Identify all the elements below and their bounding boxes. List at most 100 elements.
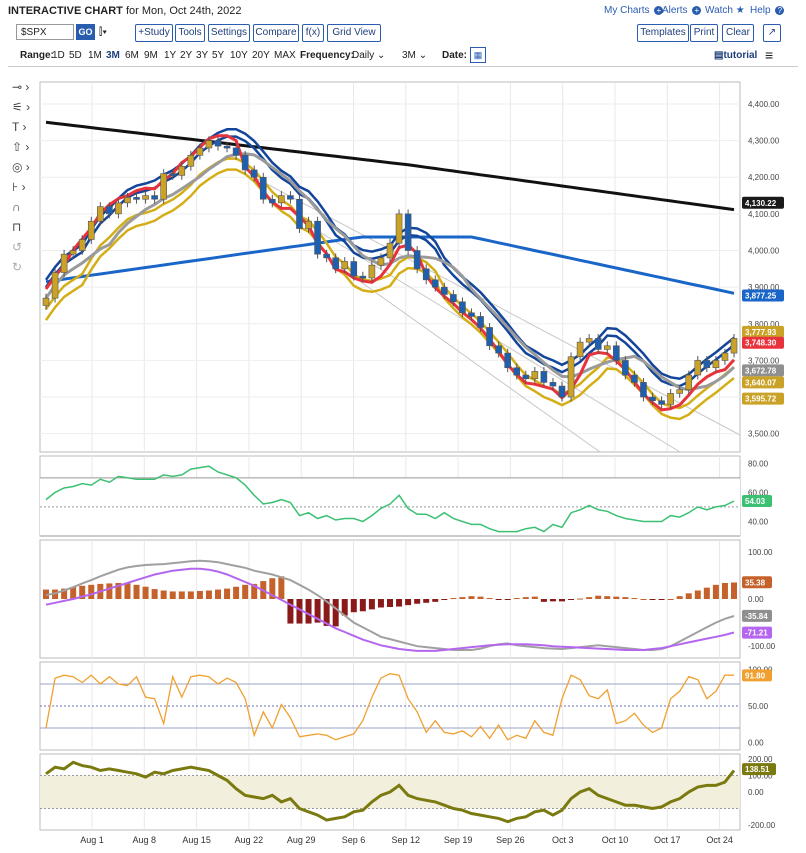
my-charts-link[interactable]: My Charts + — [604, 5, 664, 16]
shape-tool-icon[interactable]: ◎ › — [12, 160, 30, 174]
undo-icon[interactable]: ↺ — [12, 240, 23, 254]
range-bar: Range: 1D 5D 1M 3M 6M 9M 1Y 2Y 3Y 5Y 10Y… — [0, 44, 806, 66]
watch-link[interactable]: Watch ★ — [705, 5, 745, 16]
magnet-icon[interactable]: ∩ — [12, 200, 21, 214]
macd-value-badge — [742, 626, 772, 639]
range-9m[interactable]: 9M — [144, 50, 158, 61]
macd-panel-frame — [39, 539, 741, 659]
macd-histogram-bar — [721, 582, 728, 599]
print-button[interactable]: Print — [690, 24, 718, 42]
chevron-down-icon: ⌄ — [418, 50, 428, 61]
alerts-link[interactable]: Alerts + — [662, 5, 702, 16]
y-tick-label: -100.00 — [748, 642, 776, 651]
crosshair-tool-icon[interactable]: ⊸ › — [12, 80, 30, 94]
y-tick-label: 40.00 — [748, 517, 769, 526]
williams-value-label: 91.80 — [745, 671, 766, 680]
candle-body — [631, 374, 638, 383]
redo-icon[interactable]: ↻ — [12, 260, 23, 274]
cci-value-label: 138.51 — [745, 765, 770, 774]
macd-histogram-bar — [377, 599, 384, 608]
candle-body — [549, 382, 557, 387]
y-tick-label: 3,500.00 — [748, 430, 780, 439]
macd-histogram-bar — [568, 599, 575, 600]
candle-body — [676, 389, 683, 394]
y-tick-label: 4,200.00 — [748, 173, 780, 182]
y-tick-label: 0.00 — [748, 739, 764, 748]
fib-tool-icon[interactable]: ⊦ › — [12, 180, 26, 194]
range-6m[interactable]: 6M — [125, 50, 139, 61]
symbol-input[interactable]: $SPX — [16, 24, 74, 40]
macd-histogram-bar — [649, 599, 656, 600]
range-5y[interactable]: 5Y — [212, 50, 225, 61]
go-button[interactable]: GO — [76, 24, 95, 40]
range-10y[interactable]: 10Y — [230, 50, 248, 61]
frequency-select[interactable]: Daily ⌄ — [352, 50, 385, 61]
macd-histogram-bar — [495, 599, 502, 600]
range-1m[interactable]: 1M — [88, 50, 102, 61]
lock-icon[interactable]: ⊓ — [12, 220, 22, 234]
menu-icon[interactable]: ≡ — [765, 47, 774, 63]
my-charts-label: My Charts — [604, 5, 650, 16]
settings-button[interactable]: Settings — [208, 24, 250, 42]
calendar-icon[interactable]: ▦ — [470, 47, 486, 63]
candle-body — [78, 239, 86, 251]
tutorial-icon: ▤ — [714, 50, 724, 61]
macd-histogram-bar — [423, 599, 430, 603]
x-tick-label: Sep 12 — [392, 835, 421, 845]
candle-body — [341, 261, 349, 270]
range-2y[interactable]: 2Y — [180, 50, 193, 61]
interval-select[interactable]: 3M ⌄ — [402, 50, 427, 61]
candle-body — [567, 356, 575, 398]
function-button[interactable]: f(x) — [302, 24, 324, 42]
study-button[interactable]: +Study — [135, 24, 173, 42]
range-1y[interactable]: 1Y — [164, 50, 177, 61]
text-tool-icon[interactable]: T › — [12, 120, 27, 134]
candle-body — [531, 371, 539, 380]
page-title: INTERACTIVE CHART for Mon, Oct 24th, 202… — [8, 5, 242, 17]
title-date: for Mon, Oct 24th, 2022 — [125, 5, 242, 17]
macd-histogram-bar — [658, 599, 665, 600]
candle-body — [522, 374, 530, 380]
line-tool-icon[interactable]: ⚟ › — [12, 100, 31, 114]
grid-view-button[interactable]: Grid View — [327, 24, 381, 42]
compare-button[interactable]: Compare — [253, 24, 299, 42]
star-icon: ★ — [735, 5, 745, 16]
range-5d[interactable]: 5D — [69, 50, 82, 61]
macd-histogram-bar — [712, 584, 719, 599]
price-value-badge — [742, 289, 784, 302]
macd-histogram-bar — [731, 582, 737, 599]
range-20y[interactable]: 20Y — [252, 50, 270, 61]
candle-body — [241, 154, 249, 171]
price-value-label: 3,748.30 — [745, 339, 777, 348]
arrow-tool-icon[interactable]: ⇧ › — [12, 140, 30, 154]
range-3y[interactable]: 3Y — [196, 50, 209, 61]
macd-histogram-bar — [486, 598, 493, 600]
candle-body — [51, 272, 59, 299]
date-label: Date: — [442, 50, 468, 61]
clear-button[interactable]: Clear — [722, 24, 754, 42]
candle-body — [69, 250, 77, 255]
range-3m[interactable]: 3M — [106, 50, 120, 61]
candle-body — [594, 338, 602, 350]
range-1d[interactable]: 1D — [52, 50, 65, 61]
macd-histogram-bar — [450, 598, 457, 600]
candle-body — [486, 327, 493, 347]
chart-type-icon[interactable]: ⫿▾ — [99, 27, 108, 38]
help-link[interactable]: Help ? — [750, 5, 785, 16]
macd-histogram-bar — [604, 596, 611, 599]
candle-body — [269, 198, 276, 204]
candle-body — [558, 385, 566, 398]
range-max[interactable]: MAX — [274, 50, 296, 61]
macd-histogram-bar — [540, 599, 547, 602]
tools-button[interactable]: Tools — [175, 24, 205, 42]
macd-value-badge — [742, 609, 772, 622]
templates-button[interactable]: Templates — [637, 24, 689, 42]
macd-value-label: -35.84 — [745, 612, 768, 621]
price-value-label: 3,777.93 — [745, 328, 777, 337]
macd-histogram-bar — [296, 599, 303, 624]
tutorial-link[interactable]: ▤tutorial — [714, 50, 757, 61]
macd-histogram-bar — [432, 599, 439, 602]
price-value-label: 3,640.07 — [745, 378, 777, 387]
expand-button[interactable]: ↗ — [763, 24, 781, 42]
